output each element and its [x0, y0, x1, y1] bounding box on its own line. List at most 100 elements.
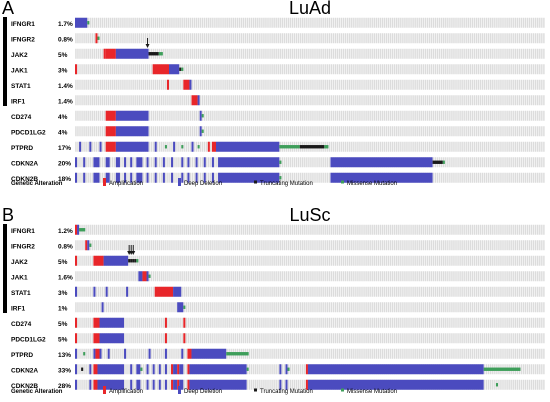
bg-cell: [522, 141, 525, 152]
deep-deletion-mark: [75, 157, 78, 168]
bg-cell: [416, 286, 418, 297]
bg-cell: [304, 157, 306, 168]
bg-cell: [351, 141, 353, 152]
bg-cell: [87, 317, 89, 328]
deep-deletion-mark: [138, 271, 143, 282]
deep-deletion-mark: [218, 157, 280, 168]
bg-cell: [440, 95, 443, 106]
bg-cell: [289, 172, 292, 183]
bg-cell: [346, 302, 349, 313]
bg-cell: [367, 286, 369, 297]
deep-deletion-mark: [105, 286, 108, 297]
bg-cell: [316, 157, 318, 168]
bg-cell: [118, 95, 120, 106]
bg-cell: [87, 79, 89, 90]
bg-cell: [130, 64, 132, 75]
bg-cell: [142, 79, 145, 90]
bg-cell: [522, 33, 525, 44]
bg-cell: [279, 64, 281, 75]
bg-cell: [216, 64, 218, 75]
bg-cell: [422, 317, 425, 328]
bg-cell: [449, 110, 451, 121]
bg-cell: [273, 126, 275, 137]
bg-cell: [440, 286, 443, 297]
bg-cell: [383, 255, 386, 266]
bg-cell: [109, 64, 112, 75]
bg-cell: [375, 110, 378, 121]
bg-cell: [91, 79, 93, 90]
bg-cell: [412, 255, 414, 266]
bg-cell: [281, 348, 284, 359]
bg-cell: [526, 126, 529, 137]
bg-cell: [485, 302, 488, 313]
bg-cell: [218, 286, 220, 297]
bg-cell: [173, 255, 175, 266]
bg-cell: [520, 240, 523, 251]
bg-cell: [459, 157, 461, 168]
bg-cell: [469, 141, 472, 152]
bg-cell: [496, 286, 498, 297]
bg-cell: [308, 79, 310, 90]
bg-cell: [410, 141, 412, 152]
bg-cell: [208, 126, 210, 137]
bg-cell: [473, 348, 476, 359]
bg-cell: [171, 271, 173, 282]
bg-cell: [81, 172, 83, 183]
bg-cell: [539, 302, 541, 313]
bg-cell: [475, 271, 478, 282]
bg-cell: [77, 64, 79, 75]
bg-cell: [416, 333, 418, 344]
bg-cell: [412, 110, 414, 121]
bg-cell: [340, 224, 343, 235]
bg-cell: [212, 240, 214, 251]
bg-cell: [490, 224, 492, 235]
bg-cell: [385, 271, 388, 282]
bg-cell: [532, 271, 535, 282]
amplification-mark: [75, 64, 78, 75]
bg-cell: [120, 286, 122, 297]
bg-cell: [257, 271, 259, 282]
deep-deletion-mark: [211, 157, 214, 168]
bg-cell: [332, 317, 335, 328]
bg-cell: [244, 317, 247, 328]
bg-cell: [267, 271, 269, 282]
bg-cell: [518, 95, 521, 106]
bg-cell: [240, 286, 243, 297]
bg-cell: [265, 126, 267, 137]
bg-cell: [195, 240, 198, 251]
bg-cell: [250, 271, 253, 282]
deep-deletion-mark: [203, 157, 206, 168]
bg-cell: [171, 348, 173, 359]
bg-cell: [297, 224, 300, 235]
bg-cell: [177, 33, 179, 44]
bg-cell: [340, 110, 343, 121]
bg-cell: [496, 48, 498, 59]
gene-label: IFNGR1: [11, 21, 35, 28]
bg-cell: [492, 95, 494, 106]
bg-cell: [424, 141, 427, 152]
bg-cell: [373, 110, 375, 121]
bg-cell: [543, 141, 545, 152]
bg-cell: [481, 348, 484, 359]
bg-cell: [169, 255, 171, 266]
bg-cell: [175, 126, 177, 137]
bg-cell: [400, 95, 402, 106]
bg-cell: [248, 364, 251, 375]
bg-cell: [387, 126, 390, 137]
gene-percent: 3%: [58, 290, 68, 297]
bg-cell: [510, 271, 512, 282]
bg-cell: [93, 271, 96, 282]
bg-cell: [518, 79, 521, 90]
bg-cell: [449, 79, 451, 90]
bg-cell: [522, 255, 525, 266]
bg-cell: [142, 286, 145, 297]
bg-cell: [385, 302, 388, 313]
bg-cell: [320, 286, 322, 297]
bg-cell: [297, 255, 300, 266]
bg-cell: [346, 79, 349, 90]
bg-cell: [508, 286, 510, 297]
bg-cell: [526, 48, 529, 59]
bg-cell: [224, 79, 226, 90]
bg-cell: [261, 240, 263, 251]
bg-cell: [377, 48, 380, 59]
